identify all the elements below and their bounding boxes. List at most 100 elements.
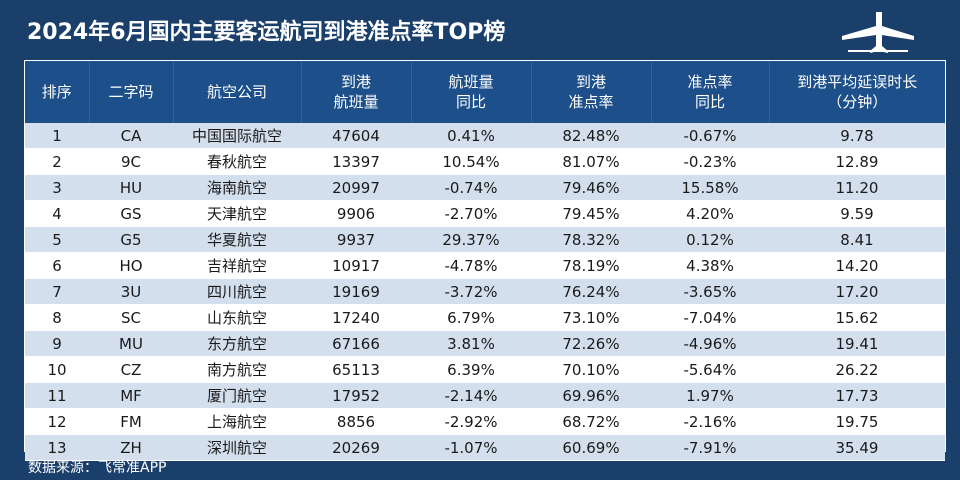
cell-flights-yoy: -1.07%: [411, 434, 531, 461]
airplane-icon: [842, 12, 914, 53]
table-row: 8 SC 山东航空 17240 6.79% 73.10% -7.04% 15.62: [25, 304, 945, 331]
cell-on-time-rate: 79.45%: [531, 200, 651, 227]
table-row: 2 9C 春秋航空 13397 10.54% 81.07% -0.23% 12.89: [25, 148, 945, 175]
cell-flights-yoy: 3.81%: [411, 330, 531, 357]
table-row: 6 HO 吉祥航空 10917 -4.78% 78.19% 4.38% 14.20: [25, 252, 945, 279]
column-header-line: 准点率: [568, 93, 614, 111]
cell-code: MU: [89, 330, 173, 357]
cell-rank: 5: [25, 226, 89, 253]
cell-rank: 10: [25, 356, 89, 383]
table-row: 3 HU 海南航空 20997 -0.74% 79.46% 15.58% 11.20: [25, 174, 945, 201]
column-header-line: 航空公司: [206, 83, 267, 101]
cell-on-time-yoy: -4.96%: [651, 330, 769, 357]
cell-arrival-flights: 67166: [301, 330, 411, 357]
cell-on-time-yoy: -7.04%: [651, 304, 769, 331]
table-row: 7 3U 四川航空 19169 -3.72% 76.24% -3.65% 17.20: [25, 278, 945, 305]
column-header-code: 二字码: [89, 61, 174, 123]
data-source-note: 数据来源：飞常准APP: [28, 460, 167, 476]
cell-code: 3U: [89, 278, 173, 305]
column-header-on-time-yoy: 准点率 同比: [651, 61, 770, 123]
cell-airline: 春秋航空: [173, 148, 301, 175]
table-header-row: 排序 二字码 航空公司 到港 航班量 航班量 同比 到港 准点率 准点率 同比 到港平均延误时长 （分钟…: [25, 61, 945, 123]
cell-on-time-yoy: -7.91%: [651, 434, 769, 461]
column-header-line: 二字码: [108, 83, 154, 101]
cell-code: HU: [89, 174, 173, 201]
cell-airline: 上海航空: [173, 408, 301, 435]
column-header-arrival-flights: 到港 航班量: [301, 61, 412, 123]
cell-airline: 四川航空: [173, 278, 301, 305]
cell-on-time-rate: 70.10%: [531, 356, 651, 383]
column-header-line: （分钟）: [827, 93, 888, 111]
cell-avg-delay: 19.75: [769, 408, 945, 435]
cell-on-time-yoy: 4.38%: [651, 252, 769, 279]
cell-on-time-rate: 78.32%: [531, 226, 651, 253]
cell-airline: 天津航空: [173, 200, 301, 227]
cell-rank: 7: [25, 278, 89, 305]
cell-flights-yoy: -4.78%: [411, 252, 531, 279]
cell-arrival-flights: 17240: [301, 304, 411, 331]
cell-airline: 南方航空: [173, 356, 301, 383]
column-header-line: 到港平均延误时长: [797, 73, 918, 91]
table-row: 5 G5 华夏航空 9937 29.37% 78.32% 0.12% 8.41: [25, 226, 945, 253]
table-row: 10 CZ 南方航空 65113 6.39% 70.10% -5.64% 26.22: [25, 356, 945, 383]
cell-airline: 中国国际航空: [173, 123, 301, 149]
column-header-rank: 排序: [25, 61, 90, 123]
cell-airline: 海南航空: [173, 174, 301, 201]
column-header-line: 同比: [455, 93, 486, 111]
column-header-line: 航班量: [448, 73, 494, 91]
cell-on-time-rate: 79.46%: [531, 174, 651, 201]
cell-rank: 6: [25, 252, 89, 279]
cell-on-time-yoy: 4.20%: [651, 200, 769, 227]
cell-code: CA: [89, 123, 173, 149]
cell-avg-delay: 17.73: [769, 382, 945, 409]
cell-avg-delay: 17.20: [769, 278, 945, 305]
ranking-table: 排序 二字码 航空公司 到港 航班量 航班量 同比 到港 准点率 准点率 同比 到港平均延误时长 （分钟…: [24, 60, 946, 461]
cell-code: SC: [89, 304, 173, 331]
column-header-airline: 航空公司: [173, 61, 302, 123]
table-row: 11 MF 厦门航空 17952 -2.14% 69.96% 1.97% 17.73: [25, 382, 945, 409]
cell-flights-yoy: 10.54%: [411, 148, 531, 175]
cell-flights-yoy: 29.37%: [411, 226, 531, 253]
cell-code: GS: [89, 200, 173, 227]
cell-rank: 4: [25, 200, 89, 227]
column-header-line: 航班量: [333, 93, 379, 111]
table-row: 12 FM 上海航空 8856 -2.92% 68.72% -2.16% 19.75: [25, 408, 945, 435]
cell-code: G5: [89, 226, 173, 253]
table-row: 13 ZH 深圳航空 20269 -1.07% 60.69% -7.91% 35.49: [25, 434, 945, 461]
cell-airline: 东方航空: [173, 330, 301, 357]
cell-on-time-yoy: 15.58%: [651, 174, 769, 201]
cell-avg-delay: 11.20: [769, 174, 945, 201]
column-header-line: 到港: [340, 73, 371, 91]
cell-on-time-rate: 73.10%: [531, 304, 651, 331]
cell-arrival-flights: 17952: [301, 382, 411, 409]
cell-on-time-yoy: 0.12%: [651, 226, 769, 253]
cell-on-time-rate: 82.48%: [531, 123, 651, 149]
cell-rank: 1: [25, 123, 89, 149]
cell-code: CZ: [89, 356, 173, 383]
cell-rank: 12: [25, 408, 89, 435]
cell-on-time-yoy: 1.97%: [651, 382, 769, 409]
column-header-line: 排序: [41, 83, 72, 101]
cell-arrival-flights: 65113: [301, 356, 411, 383]
cell-on-time-yoy: -2.16%: [651, 408, 769, 435]
cell-flights-yoy: 6.39%: [411, 356, 531, 383]
cell-arrival-flights: 19169: [301, 278, 411, 305]
table-row: 1 CA 中国国际航空 47604 0.41% 82.48% -0.67% 9.78: [25, 123, 945, 149]
cell-rank: 8: [25, 304, 89, 331]
cell-avg-delay: 9.78: [769, 123, 945, 149]
cell-avg-delay: 35.49: [769, 434, 945, 461]
cell-on-time-yoy: -3.65%: [651, 278, 769, 305]
cell-arrival-flights: 9937: [301, 226, 411, 253]
cell-avg-delay: 9.59: [769, 200, 945, 227]
cell-avg-delay: 15.62: [769, 304, 945, 331]
column-header-avg-delay: 到港平均延误时长 （分钟）: [769, 61, 945, 123]
cell-flights-yoy: 0.41%: [411, 123, 531, 149]
cell-arrival-flights: 13397: [301, 148, 411, 175]
column-header-line: 同比: [694, 93, 725, 111]
cell-on-time-rate: 76.24%: [531, 278, 651, 305]
table-row: 9 MU 东方航空 67166 3.81% 72.26% -4.96% 19.41: [25, 330, 945, 357]
cell-on-time-rate: 69.96%: [531, 382, 651, 409]
cell-flights-yoy: -0.74%: [411, 174, 531, 201]
cell-on-time-rate: 68.72%: [531, 408, 651, 435]
page-title: 2024年6月国内主要客运航司到港准点率TOP榜: [27, 20, 506, 45]
